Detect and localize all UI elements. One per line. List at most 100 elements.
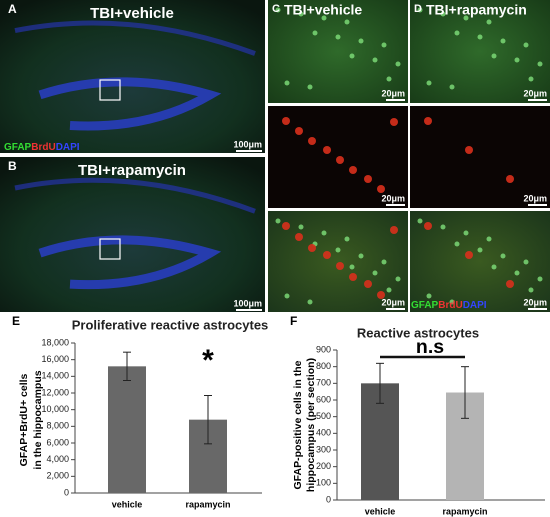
x-tick-label: vehicle — [112, 499, 143, 509]
brdu-nucleus — [323, 251, 331, 259]
astrocyte — [358, 253, 364, 259]
stain-name: BrdU — [438, 300, 462, 311]
astrocyte — [449, 299, 455, 305]
astrocyte — [307, 84, 313, 90]
brdu-nucleus — [308, 137, 316, 145]
ca-layer — [14, 20, 256, 56]
panel-title: TBI+rapamycin — [426, 2, 527, 18]
y-axis-label: GFAP-positive cells in the — [292, 360, 304, 489]
astrocyte — [344, 236, 350, 242]
astrocyte — [372, 270, 378, 276]
scale-bar-label: 100μm — [233, 139, 262, 149]
astrocyte — [514, 270, 520, 276]
y-axis-label: GFAP+BrdU+ cells — [18, 373, 30, 466]
significance: * — [202, 344, 214, 377]
brdu-nucleus — [282, 117, 290, 125]
y-tick-label: 0 — [326, 494, 331, 504]
astrocyte — [284, 293, 290, 299]
micrograph — [410, 106, 550, 208]
astrocyte — [298, 11, 304, 17]
panel-title: TBI+vehicle — [90, 5, 174, 22]
astrocyte — [523, 42, 529, 48]
astrocyte — [440, 11, 446, 17]
panel-title: TBI+rapamycin — [78, 162, 186, 179]
scale-bar-label: 20μm — [523, 193, 547, 203]
astrocyte — [335, 247, 341, 253]
ca-layer — [14, 177, 256, 214]
y-tick-label: 700 — [316, 378, 331, 388]
astrocyte — [500, 253, 506, 259]
astrocyte — [307, 299, 313, 305]
astrocyte — [491, 53, 497, 59]
inset-box — [99, 238, 121, 260]
astrocyte — [381, 42, 387, 48]
panel-title: TBI+vehicle — [284, 2, 362, 18]
astrocyte — [477, 247, 483, 253]
astrocyte — [417, 218, 423, 224]
stain-name: DAPI — [56, 142, 80, 153]
astrocyte — [449, 84, 455, 90]
astrocyte — [321, 230, 327, 236]
brdu-nucleus — [336, 262, 344, 270]
astrocyte — [321, 15, 327, 21]
y-tick-label: 18,000 — [41, 337, 69, 347]
astrocyte — [500, 38, 506, 44]
astrocyte — [395, 61, 401, 67]
astrocyte — [477, 34, 483, 40]
y-tick-label: 14,000 — [41, 371, 69, 381]
astrocyte — [312, 30, 318, 36]
y-tick-label: 800 — [316, 361, 331, 371]
y-tick-label: 10,000 — [41, 404, 69, 414]
bar — [108, 366, 146, 493]
brdu-nucleus — [364, 280, 372, 288]
astrocyte — [426, 293, 432, 299]
brdu-nucleus — [377, 291, 385, 299]
astrocyte — [440, 224, 446, 230]
astrocyte — [463, 15, 469, 21]
y-tick-label: 8,000 — [46, 421, 69, 431]
y-tick-label: 300 — [316, 444, 331, 454]
astrocyte — [395, 276, 401, 282]
y-tick-label: 400 — [316, 428, 331, 438]
astrocyte — [454, 241, 460, 247]
scale-bar-label: 20μm — [381, 88, 405, 98]
brdu-nucleus — [295, 127, 303, 135]
astrocyte — [486, 236, 492, 242]
stain-name: GFAP — [4, 142, 32, 153]
brdu-nucleus — [424, 222, 432, 230]
y-tick-label: 16,000 — [41, 354, 69, 364]
astrocyte — [284, 80, 290, 86]
scale-bar-label: 20μm — [381, 193, 405, 203]
dentate-gyrus — [38, 77, 222, 131]
y-tick-label: 200 — [316, 461, 331, 471]
brdu-nucleus — [364, 175, 372, 183]
panel-label: F — [290, 314, 297, 328]
brdu-nucleus — [424, 117, 432, 125]
significance: n.s — [416, 336, 444, 358]
y-tick-label: 900 — [316, 344, 331, 354]
astrocyte — [454, 30, 460, 36]
brdu-nucleus — [336, 156, 344, 164]
astrocyte — [386, 287, 392, 293]
brdu-nucleus — [465, 251, 473, 259]
brdu-nucleus — [349, 273, 357, 281]
astrocyte — [298, 224, 304, 230]
x-tick-label: rapamycin — [185, 499, 230, 509]
panel-label: D — [414, 3, 422, 15]
astrocyte — [381, 259, 387, 265]
scale-bar-label: 20μm — [381, 297, 405, 307]
astrocyte — [335, 34, 341, 40]
stain-name: BrdU — [31, 142, 55, 153]
y-tick-label: 6,000 — [46, 437, 69, 447]
astrocyte — [358, 38, 364, 44]
x-tick-label: rapamycin — [442, 506, 487, 516]
astrocyte — [349, 53, 355, 59]
y-tick-label: 4,000 — [46, 454, 69, 464]
micrograph — [268, 0, 408, 103]
brdu-nucleus — [323, 146, 331, 154]
brdu-nucleus — [377, 185, 385, 193]
y-tick-label: 0 — [64, 487, 69, 497]
brdu-nucleus — [390, 226, 398, 234]
astrocyte — [275, 218, 281, 224]
